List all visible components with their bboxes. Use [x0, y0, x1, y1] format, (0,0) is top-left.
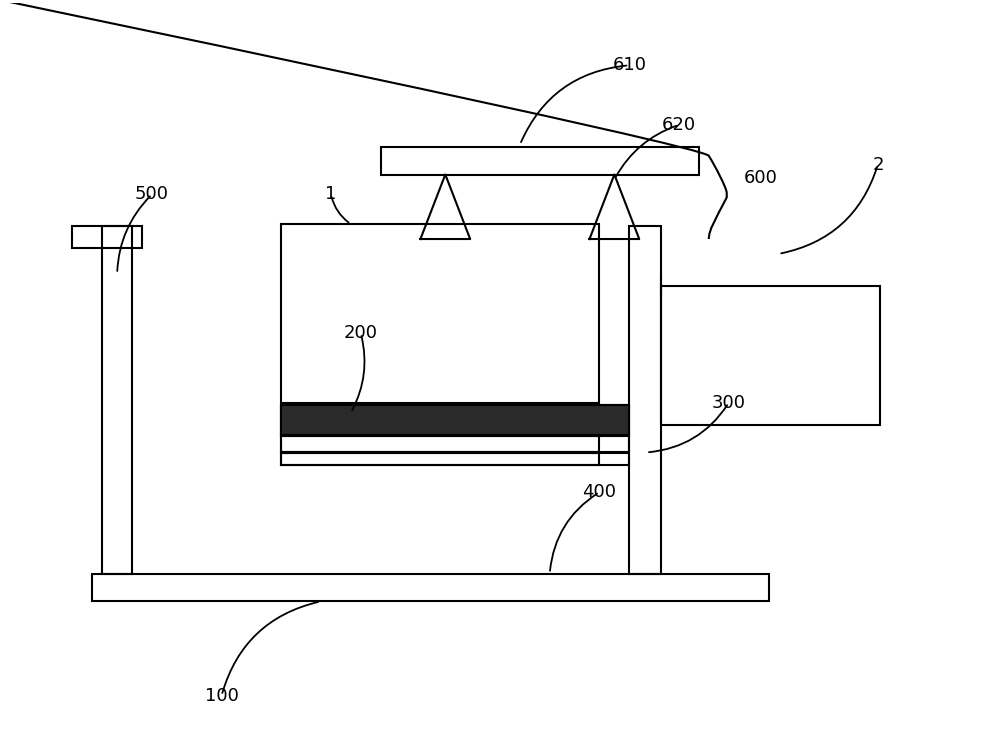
Bar: [102, 226, 132, 574]
Bar: [381, 147, 699, 175]
Bar: [281, 435, 629, 453]
Text: 1: 1: [325, 185, 337, 203]
Bar: [92, 574, 769, 602]
Bar: [661, 285, 880, 425]
Bar: [281, 224, 599, 403]
Bar: [281, 435, 599, 453]
Text: 620: 620: [662, 116, 696, 134]
Text: 200: 200: [344, 325, 378, 343]
Bar: [629, 226, 661, 574]
Text: 610: 610: [612, 56, 646, 75]
Text: 2: 2: [872, 156, 884, 174]
Text: 400: 400: [582, 483, 616, 501]
Bar: [281, 453, 599, 465]
Bar: [281, 405, 599, 434]
Bar: [281, 405, 629, 434]
Bar: [72, 226, 142, 248]
Text: 500: 500: [135, 185, 169, 203]
Bar: [281, 453, 629, 465]
Bar: [281, 405, 629, 434]
Text: 600: 600: [744, 169, 778, 187]
Text: 100: 100: [205, 687, 238, 705]
Text: 300: 300: [712, 394, 746, 412]
